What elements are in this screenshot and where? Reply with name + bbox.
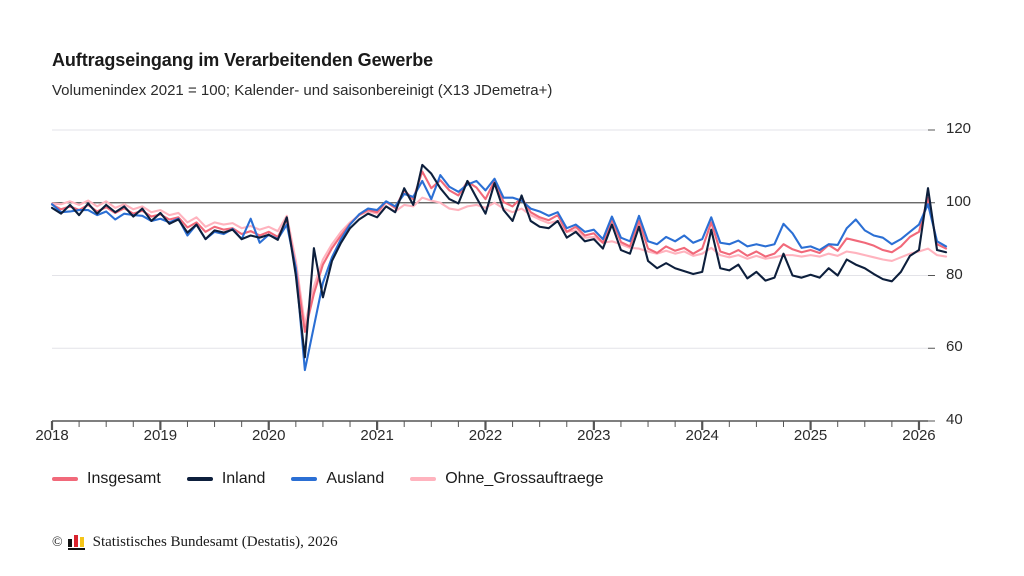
y-tick-label: 120 bbox=[946, 120, 972, 137]
legend-item[interactable]: Insgesamt bbox=[52, 470, 161, 488]
x-axis-labels: 2018 2019 2020 2021 2022 2023 2024 2025 2026 bbox=[0, 427, 1024, 451]
legend-item[interactable]: Inland bbox=[186, 470, 266, 488]
y-axis-ticks bbox=[928, 129, 935, 422]
footer-text: Statistisches Bundesamt (Destatis), 2026 bbox=[92, 534, 338, 550]
x-tick-label: 2018 bbox=[35, 427, 69, 444]
chart-legend: Insgesamt Inland Ausland Ohne_Grossauftraeg… bbox=[52, 470, 630, 488]
series-line-ausland bbox=[50, 174, 948, 372]
page-title: Auftragseingang im Verarbeitenden Gewerb… bbox=[52, 50, 434, 70]
x-tick-label: 2019 bbox=[143, 427, 178, 444]
y-axis-labels: 120 100 80 60 40 bbox=[938, 0, 1018, 440]
copyright-icon: © bbox=[52, 534, 63, 550]
legend-swatch-icon bbox=[52, 477, 78, 481]
legend-label: Insgesamt bbox=[87, 470, 161, 487]
legend-swatch-icon bbox=[410, 477, 437, 481]
series-line-inland bbox=[50, 163, 948, 359]
y-tick-label: 100 bbox=[946, 192, 972, 210]
legend-swatch-icon bbox=[186, 477, 213, 481]
x-tick-label: 2020 bbox=[252, 427, 286, 444]
x-tick-label: 2026 bbox=[902, 427, 936, 444]
series-lines bbox=[50, 163, 948, 372]
x-tick-label: 2021 bbox=[360, 427, 394, 444]
legend-swatch-icon bbox=[291, 477, 318, 481]
x-tick-label: 2024 bbox=[685, 427, 719, 444]
y-tick-label: 80 bbox=[946, 265, 963, 283]
series-line-insgesamt bbox=[50, 170, 948, 333]
x-tick-label: 2025 bbox=[793, 427, 828, 444]
x-tick-label: 2023 bbox=[577, 427, 611, 444]
chart-subtitle: Volumenindex 2021 = 100; Kalender- und s… bbox=[52, 82, 553, 99]
y-tick-label: 60 bbox=[946, 338, 963, 356]
legend-label: Ausland bbox=[326, 470, 385, 487]
y-tick-label: 40 bbox=[946, 411, 963, 428]
series-line-ohne_grossauftraege bbox=[50, 196, 948, 326]
legend-item[interactable]: Ausland bbox=[291, 470, 384, 488]
legend-label: Inland bbox=[221, 470, 266, 487]
legend-label: Ohne_Grossauftraege bbox=[445, 470, 604, 487]
x-tick-label: 2022 bbox=[468, 427, 503, 444]
legend-item[interactable]: Ohne_Grossauftraege bbox=[410, 470, 604, 488]
footer: © Statistisches Bundesamt (Destatis), 20… bbox=[52, 534, 338, 551]
x-axis-ticks bbox=[50, 421, 921, 430]
destatis-logo-icon bbox=[67, 535, 86, 550]
